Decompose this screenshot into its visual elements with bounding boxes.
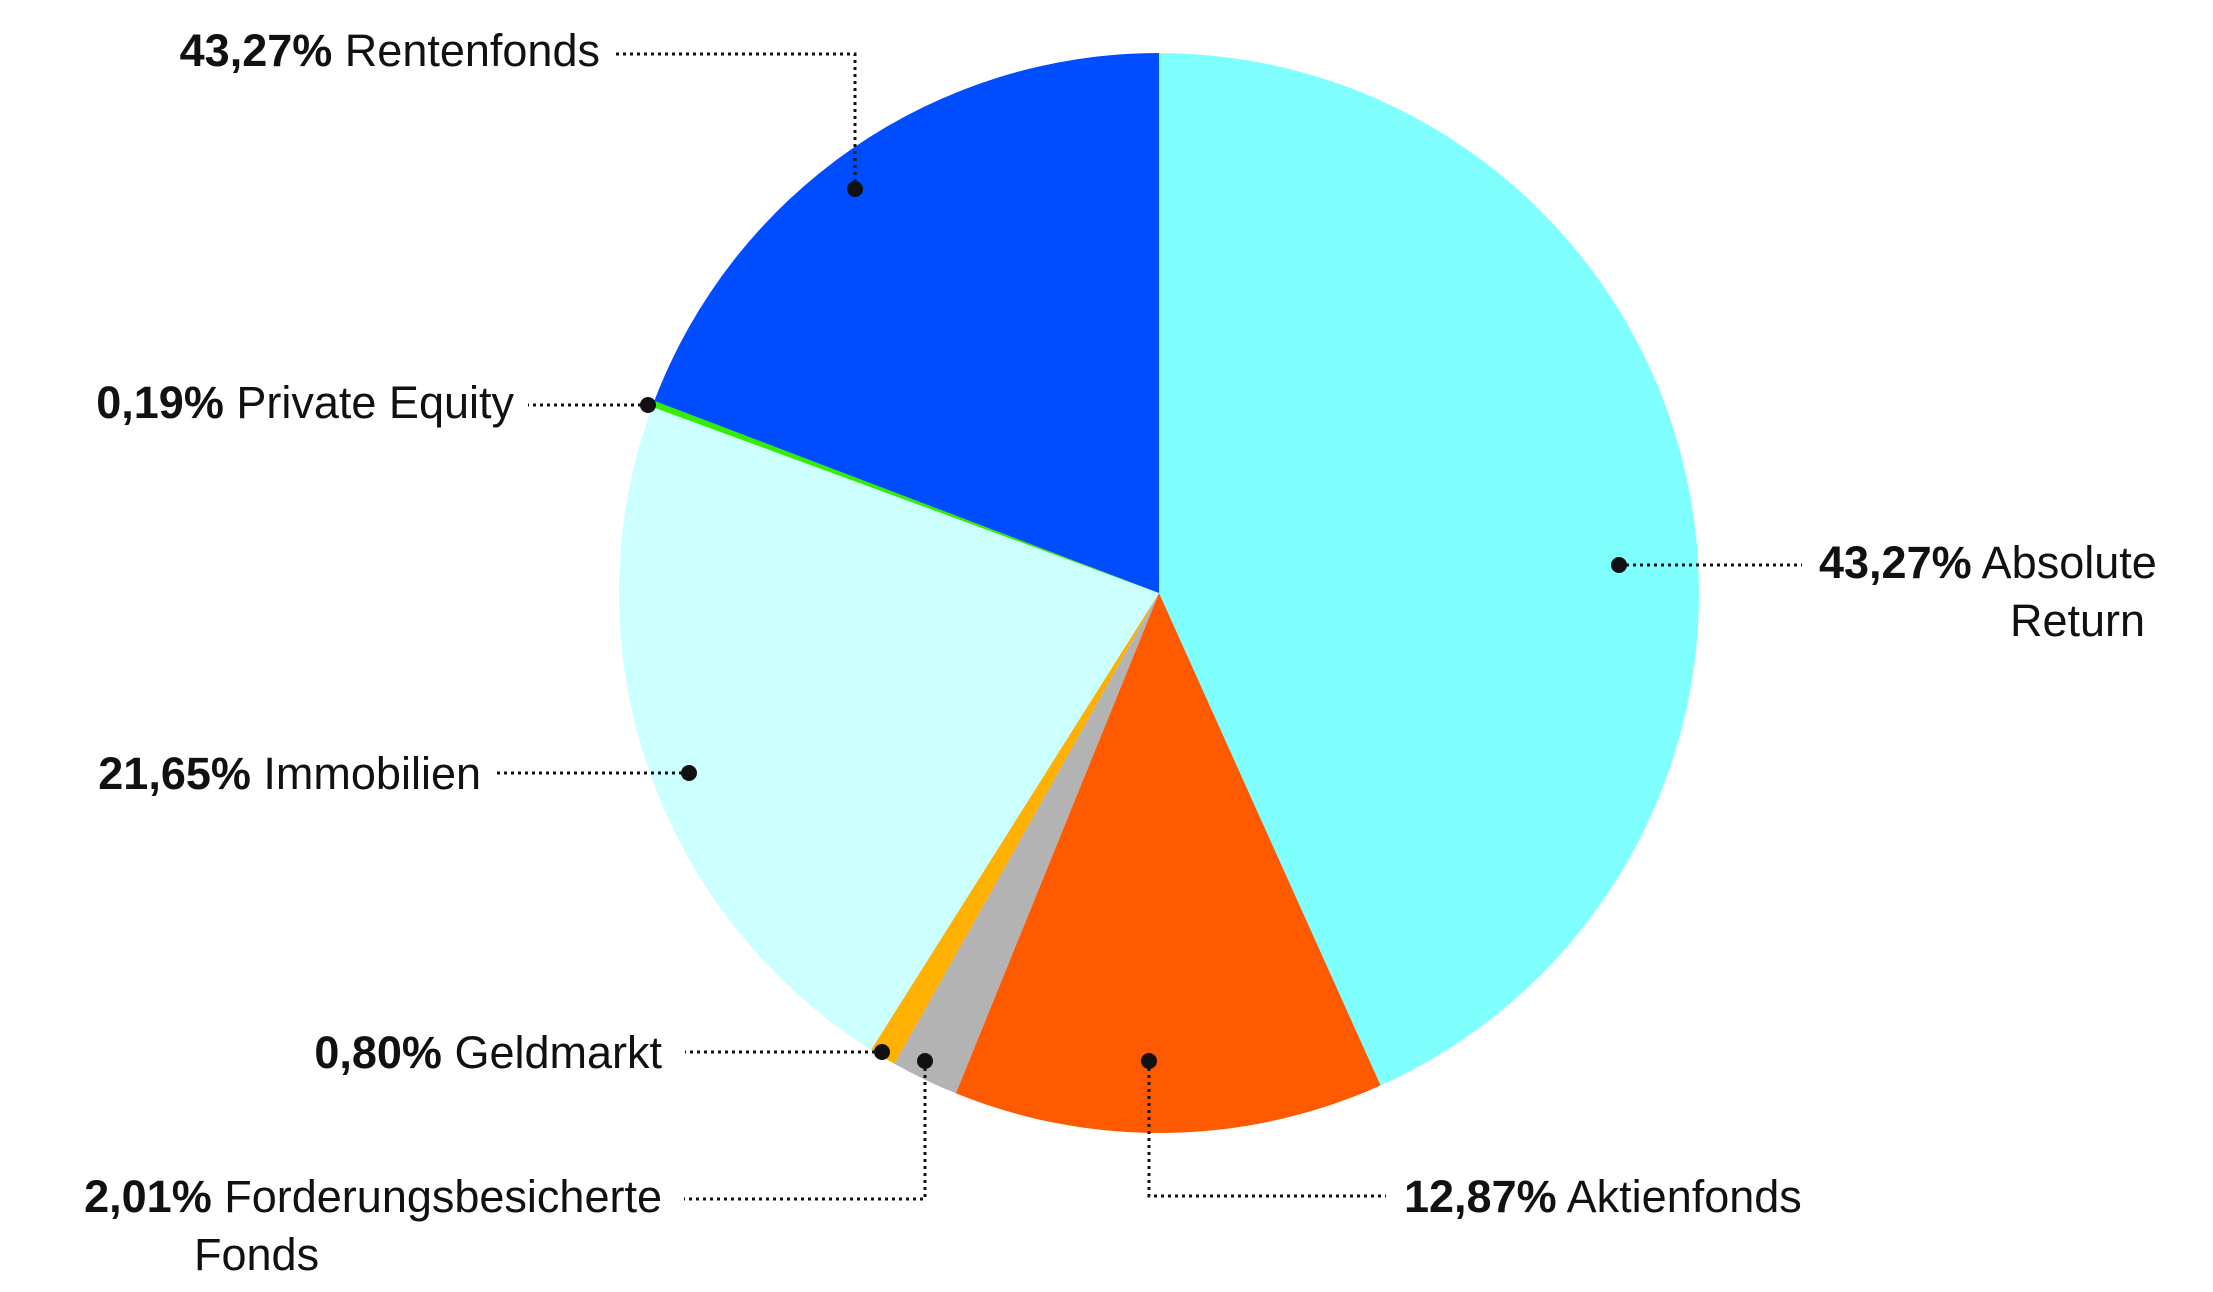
pct-label: 0,19% bbox=[96, 377, 224, 428]
leader-dot bbox=[1141, 1053, 1157, 1069]
label-aktienfonds: 12,87% Aktienfonds bbox=[1141, 1053, 1802, 1222]
slice-label: Geldmarkt bbox=[454, 1027, 662, 1078]
leader-line bbox=[1147, 1061, 1386, 1198]
pct-label: 2,01% bbox=[84, 1171, 212, 1222]
slice-label-line2: Return bbox=[2010, 595, 2145, 646]
pct-label: 21,65% bbox=[98, 748, 251, 799]
svg-text:43,27% Rentenfonds: 43,27% Rentenfonds bbox=[180, 25, 600, 76]
pie-slice-rentenfonds bbox=[654, 53, 1159, 593]
svg-text:12,87% Aktienfonds: 12,87% Aktienfonds bbox=[1404, 1171, 1802, 1222]
leader-dot bbox=[640, 397, 656, 413]
svg-text:0,19% Private Equity: 0,19% Private Equity bbox=[96, 377, 514, 428]
slice-label-line2: Fonds bbox=[194, 1229, 319, 1280]
pie-slice-absolute-return bbox=[1159, 53, 1700, 1086]
svg-text:2,01% Forderungsbesicherte: 2,01% Forderungsbesicherte bbox=[84, 1171, 662, 1222]
svg-text:0,80% Geldmarkt: 0,80% Geldmarkt bbox=[314, 1027, 662, 1078]
slice-label: Immobilien bbox=[263, 748, 481, 799]
leader-dot bbox=[681, 765, 697, 781]
label-geldmarkt: 0,80% Geldmarkt bbox=[314, 1027, 890, 1078]
svg-text:43,27% Absolute: 43,27% Absolute bbox=[1819, 537, 2157, 588]
label-absolute-return: 43,27% Absolute Return bbox=[1611, 537, 2157, 646]
leader-line bbox=[614, 52, 857, 189]
leader-dot bbox=[874, 1044, 890, 1060]
slice-label: Absolute bbox=[1982, 537, 2157, 588]
leader-dot bbox=[917, 1053, 933, 1069]
slice-label: Rentenfonds bbox=[345, 25, 600, 76]
leader-dot bbox=[1611, 557, 1627, 573]
pie-slice-private-equity bbox=[652, 400, 1159, 593]
label-private-equity: 0,19% Private Equity bbox=[96, 377, 656, 428]
pct-label: 12,87% bbox=[1404, 1171, 1557, 1222]
pie-slice-geldmarkt bbox=[871, 593, 1159, 1064]
pie-slice-immobilien bbox=[618, 406, 1159, 1050]
svg-text:21,65% Immobilien: 21,65% Immobilien bbox=[98, 748, 481, 799]
slice-label: Aktienfonds bbox=[1567, 1171, 1802, 1222]
label-forderungsbesicherte-fonds: 2,01% Forderungsbesicherte Fonds bbox=[84, 1053, 933, 1280]
pie-slice-aktienfonds bbox=[955, 593, 1381, 1134]
label-rentenfonds: 43,27% Rentenfonds bbox=[180, 25, 863, 197]
pie-slices bbox=[618, 53, 1700, 1134]
label-immobilien: 21,65% Immobilien bbox=[98, 748, 697, 799]
leader-dot bbox=[847, 181, 863, 197]
pie-slice-forderungsbesicherte-fonds bbox=[894, 593, 1159, 1094]
pct-label: 0,80% bbox=[314, 1027, 442, 1078]
pct-label: 43,27% bbox=[1819, 537, 1972, 588]
slice-label: Forderungsbesicherte bbox=[224, 1171, 662, 1222]
leader-line bbox=[684, 1061, 927, 1201]
pct-label: 43,27% bbox=[180, 25, 333, 76]
slice-label: Private Equity bbox=[236, 377, 514, 428]
